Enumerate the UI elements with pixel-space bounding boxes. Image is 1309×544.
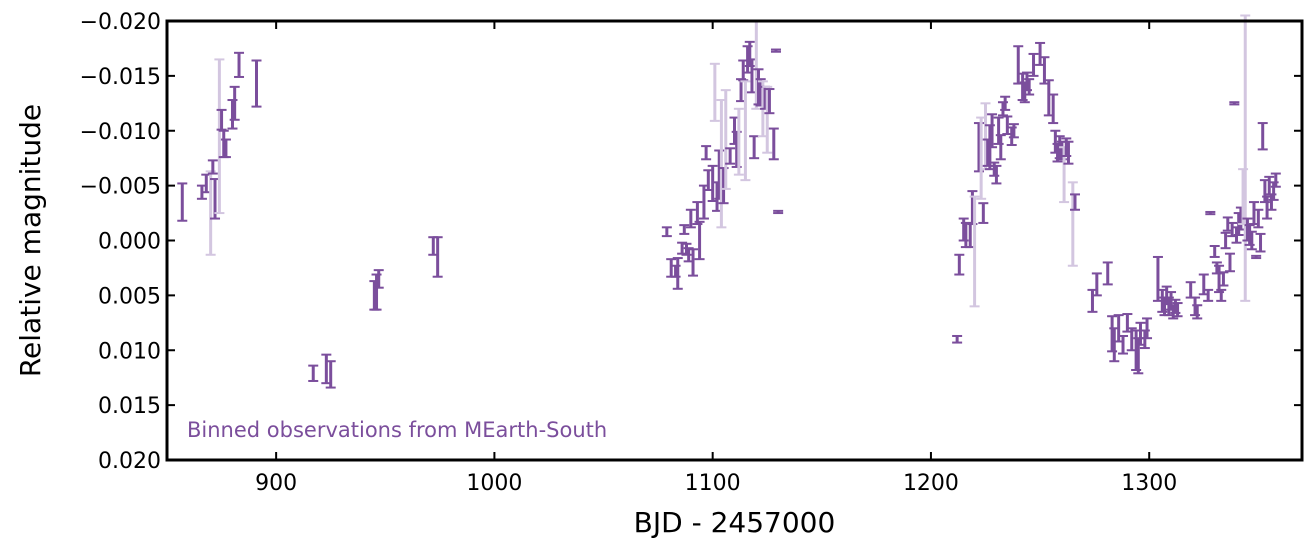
errorbar-point <box>679 224 690 235</box>
errorbar-point <box>177 182 188 222</box>
y-tick-label: −0.020 <box>80 10 161 35</box>
errorbar-point <box>762 85 773 154</box>
errorbar-point <box>214 58 225 215</box>
y-tick-label: 0.005 <box>98 284 161 309</box>
x-axis-label: BJD - 2457000 <box>634 506 836 539</box>
errorbar-point <box>952 334 963 344</box>
x-axis-ticks: 900 1000 1100 1200 1300 <box>255 21 1177 496</box>
errorbar-point <box>1008 123 1019 139</box>
errorbar-point <box>1118 334 1129 355</box>
errorbar-point <box>725 147 736 165</box>
errorbar-point <box>234 51 245 78</box>
errorbar-point <box>701 145 712 161</box>
errorbar-point <box>1091 272 1102 297</box>
errorbar-point <box>1205 210 1216 216</box>
errorbar-point <box>740 80 751 182</box>
y-tick-label: 0.010 <box>98 339 161 364</box>
errorbar-point <box>991 164 1002 185</box>
errorbar-point <box>969 195 980 308</box>
errorbar-point <box>1028 52 1039 77</box>
errorbar-point <box>1220 231 1231 250</box>
errorbar-point <box>1172 302 1183 318</box>
errorbar-point <box>1255 232 1266 253</box>
errorbar-point <box>720 89 731 190</box>
errorbar-point <box>220 138 231 159</box>
errorbar-point <box>1063 140 1074 165</box>
errorbar-point <box>773 209 784 215</box>
errorbar-point <box>1270 172 1281 188</box>
errorbar-point <box>954 253 965 276</box>
errorbar-point <box>1257 122 1268 151</box>
errorbar-point <box>207 159 218 175</box>
errorbar-point <box>1209 244 1220 258</box>
x-tick-label: 1200 <box>903 471 959 496</box>
errorbar-point <box>995 134 1006 161</box>
errorbar-point <box>1251 254 1262 260</box>
errorbar-point <box>1024 78 1035 96</box>
errorbar-point <box>688 248 699 277</box>
errorbar-point <box>661 226 672 238</box>
errorbar-point <box>1000 95 1011 111</box>
errorbar-series <box>177 14 1281 389</box>
x-tick-label: 900 <box>255 471 297 496</box>
errorbar-point <box>685 208 696 229</box>
chart-annotation: Binned observations from MEarth-South <box>187 418 607 442</box>
errorbar-point <box>1070 193 1080 211</box>
errorbar-point <box>764 88 775 115</box>
y-tick-label: 0.020 <box>98 449 161 474</box>
errorbar-point <box>733 107 744 176</box>
y-tick-label: −0.015 <box>80 65 161 90</box>
errorbar-point <box>768 127 779 161</box>
errorbar-point <box>1229 101 1240 106</box>
errorbar-point <box>770 48 781 53</box>
x-tick-label: 1300 <box>1121 471 1177 496</box>
errorbar-point <box>251 59 262 108</box>
errorbar-point <box>1216 288 1227 302</box>
errorbar-point <box>308 364 319 382</box>
y-axis-label: Relative magnitude <box>14 104 47 377</box>
errorbar-point <box>432 236 443 278</box>
errorbar-point <box>709 62 720 122</box>
errorbar-point <box>373 269 384 289</box>
errorbar-point <box>1203 288 1214 302</box>
errorbar-point <box>1240 14 1251 302</box>
errorbar-point <box>1102 261 1113 286</box>
errorbar-point <box>1253 208 1264 229</box>
y-tick-label: −0.010 <box>80 120 161 145</box>
x-tick-label: 1100 <box>685 471 741 496</box>
errorbar-point <box>325 360 336 389</box>
y-tick-label: −0.005 <box>80 175 161 200</box>
errorbar-point <box>229 85 240 121</box>
x-tick-label: 1000 <box>466 471 522 496</box>
y-tick-label: 0.000 <box>98 230 161 255</box>
errorbar-point <box>1192 304 1203 320</box>
errorbar-point <box>1067 181 1078 267</box>
errorbar-point <box>978 202 989 224</box>
errorbar-point <box>1142 317 1153 340</box>
errorbar-point <box>1246 230 1257 251</box>
y-tick-label: 0.015 <box>98 394 161 419</box>
y-axis-ticks: −0.020 −0.015 −0.010 −0.005 0.000 0.005 0.010 0… <box>80 10 1302 474</box>
errorbar-point <box>216 108 227 131</box>
errorbar-point <box>694 220 705 261</box>
errorbar-point <box>749 135 760 160</box>
errorbar-point <box>672 257 683 290</box>
errorbar-point <box>1224 252 1235 273</box>
errorbar-point <box>1048 93 1059 125</box>
errorbar-point <box>987 113 998 149</box>
errorbar-point <box>1218 271 1229 287</box>
